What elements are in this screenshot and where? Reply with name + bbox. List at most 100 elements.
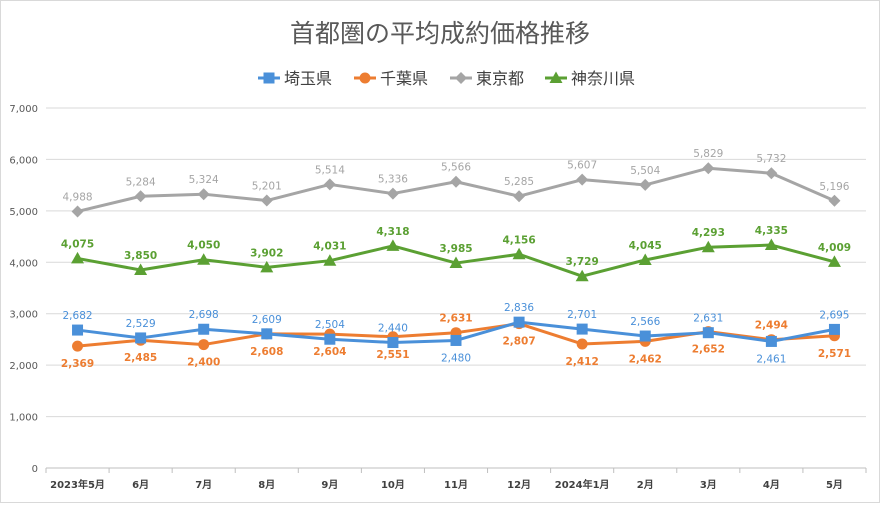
data-point [324, 333, 336, 345]
x-tick-label: 9月 [321, 479, 338, 491]
y-tick-label: 6,000 [9, 155, 38, 166]
data-point [513, 190, 526, 203]
data-point [134, 190, 147, 203]
data-point [135, 332, 147, 344]
data-label: 2,571 [818, 348, 851, 360]
legend-marker-diamond [455, 72, 467, 84]
data-label: 2,631 [439, 313, 472, 325]
data-point [323, 178, 336, 191]
data-point [449, 256, 463, 269]
data-point [639, 178, 652, 191]
data-label: 2,695 [819, 309, 849, 321]
data-label: 2,631 [693, 313, 723, 325]
data-point [701, 240, 715, 253]
series-diamond: 4,988 5,284 5,324 5,201 5,514 5,336 5,566 5,285… [63, 148, 850, 218]
gridlines [46, 107, 866, 469]
data-label: 2,480 [441, 352, 471, 364]
series-group: 4,988 5,284 5,324 5,201 5,514 5,336 5,566 5,285… [61, 148, 851, 370]
data-point [512, 247, 526, 260]
series-square: 2,682 2,529 2,698 2,609 2,504 2,440 2,480 2,836… [63, 302, 850, 365]
data-point [386, 187, 399, 200]
data-label: 3,985 [439, 243, 472, 255]
y-tick-label: 3,000 [9, 310, 38, 321]
data-point [197, 253, 211, 265]
x-tick-label: 12月 [507, 479, 531, 491]
x-tick-label: 5月 [826, 479, 843, 491]
data-point [828, 323, 840, 335]
data-point [764, 238, 778, 251]
legend-item: 神奈川県 [545, 69, 635, 88]
data-label: 2,836 [504, 302, 534, 314]
data-label: 2,485 [124, 352, 157, 364]
data-label: 4,318 [376, 226, 409, 238]
data-point [765, 167, 778, 180]
data-label: 2,701 [567, 309, 597, 321]
data-point [71, 205, 84, 218]
data-label: 2,369 [61, 358, 94, 370]
legend-label: 神奈川県 [571, 69, 635, 88]
data-label: 2,609 [252, 314, 282, 326]
data-label: 4,045 [629, 240, 662, 252]
data-point [197, 188, 210, 201]
y-axis-ticks: 0 1,000 2,000 3,000 4,000 5,000 6,000 7,000 [9, 104, 38, 475]
data-label: 2,608 [250, 346, 283, 358]
data-label: 2,682 [63, 310, 93, 322]
data-label: 3,902 [250, 247, 283, 259]
data-point [260, 260, 274, 273]
data-label: 4,293 [692, 227, 725, 239]
legend-label: 東京都 [476, 69, 524, 88]
data-label: 2,807 [502, 336, 535, 348]
legend-label: 千葉県 [380, 69, 428, 88]
data-point [71, 251, 85, 264]
data-label: 5,566 [441, 162, 471, 174]
legend-marker-circle [359, 72, 371, 84]
legend-marker-triangle [549, 71, 563, 83]
data-point [323, 254, 337, 266]
data-label: 4,075 [61, 238, 94, 250]
data-label: 2,412 [566, 356, 599, 368]
y-tick-label: 2,000 [9, 361, 38, 372]
data-point [575, 269, 589, 282]
data-label: 3,729 [566, 256, 599, 268]
data-point [702, 162, 715, 175]
data-point [702, 327, 714, 339]
data-label: 4,156 [502, 234, 535, 246]
data-label: 5,196 [819, 181, 849, 193]
data-label: 5,284 [126, 176, 156, 188]
data-label: 5,504 [630, 165, 660, 177]
data-label: 2,462 [629, 353, 662, 365]
data-point [450, 334, 462, 346]
x-tick-label: 4月 [763, 479, 780, 491]
data-point [639, 330, 651, 342]
data-point [827, 255, 841, 267]
data-point [765, 335, 777, 347]
legend-marker-square [263, 72, 275, 84]
y-tick-label: 0 [32, 464, 38, 475]
data-label: 5,324 [189, 174, 219, 186]
x-tick-label: 3月 [700, 479, 717, 491]
data-label: 2,551 [376, 349, 409, 361]
data-point [198, 323, 210, 335]
data-point [134, 263, 148, 275]
data-label: 2,440 [378, 323, 408, 335]
x-tick-label: 2024年1月 [555, 478, 610, 491]
data-label: 4,988 [63, 191, 93, 203]
data-label: 2,400 [187, 357, 220, 369]
legend-item: 東京都 [450, 69, 524, 88]
data-point [450, 175, 462, 188]
data-point [386, 239, 400, 251]
data-label: 4,050 [187, 240, 220, 252]
data-point [261, 328, 273, 340]
y-tick-label: 5,000 [9, 207, 38, 218]
y-tick-label: 4,000 [9, 258, 38, 269]
y-tick-label: 7,000 [9, 104, 38, 115]
data-label: 2,494 [755, 320, 788, 332]
data-label: 2,529 [126, 318, 156, 330]
data-label: 2,566 [630, 316, 660, 328]
chart-title: 首都圏の平均成約価格推移 [290, 19, 590, 48]
data-point [198, 339, 210, 351]
data-point [72, 324, 84, 336]
